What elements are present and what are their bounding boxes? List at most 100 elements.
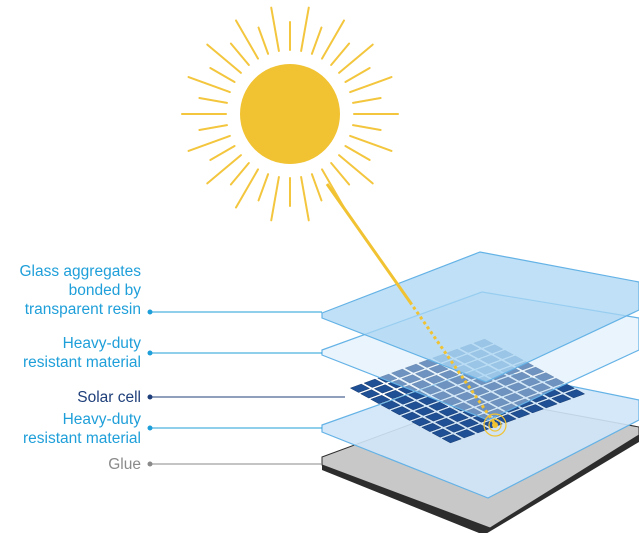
solar-cell [404, 401, 425, 411]
sun-rays [181, 6, 399, 222]
sun-ray [235, 168, 259, 209]
solar-cell [475, 403, 497, 412]
sun-ray [338, 43, 374, 74]
solar-cell [424, 375, 446, 384]
sun-ray [206, 154, 242, 185]
solar-cell [537, 399, 558, 409]
solar-cell [445, 423, 466, 433]
sun-ray [209, 145, 236, 161]
solar-cell [489, 398, 511, 407]
solar-cell [482, 381, 504, 391]
solar-cell [377, 373, 398, 383]
solar-cell [435, 380, 456, 390]
sun-ray [206, 43, 242, 74]
solar-cell [421, 423, 442, 432]
sun-ray [352, 124, 382, 131]
solar-cell [523, 404, 545, 414]
solar-cell [520, 377, 541, 387]
solar-cell [465, 397, 487, 407]
sun-ray [344, 67, 371, 83]
sunbeam-dotted [408, 301, 497, 425]
solar-cell [499, 403, 521, 413]
sun-ray [187, 76, 231, 94]
solar-cell [503, 393, 524, 402]
sun-ray [330, 42, 351, 66]
solar-cell [445, 386, 466, 396]
solar-cell [458, 418, 480, 428]
sun-ray [300, 176, 310, 222]
leader-dot-heavy-duty-lower [147, 425, 153, 431]
sun-ray [257, 26, 270, 55]
leader-dot-glue [147, 461, 153, 467]
sun-ray [209, 67, 236, 83]
sun [240, 64, 340, 164]
solar-cell [387, 379, 408, 389]
glass-layer [321, 251, 639, 383]
solar-cell [530, 383, 552, 392]
sun-ray [270, 6, 280, 52]
sun-ray [198, 124, 228, 131]
solar-cell [510, 371, 531, 381]
solar-cell [496, 414, 517, 424]
solar-cell [359, 389, 381, 399]
leader-dot-solar-cell [147, 394, 153, 400]
solar-cell [448, 413, 469, 422]
sun-ray [229, 162, 250, 186]
solar-cell [551, 394, 572, 404]
solar-cell [564, 389, 586, 399]
label-heavy-duty-lower: Heavy-duty resistant material [22, 411, 141, 447]
sun-ray [235, 19, 259, 60]
solar-cell [380, 400, 401, 410]
solar-cell [527, 393, 548, 403]
solar-cell [496, 376, 518, 386]
solar-cell [373, 384, 395, 394]
leader-dot-heavy-duty-upper [147, 350, 153, 356]
solar-cell [493, 387, 514, 397]
sun-ray [349, 76, 393, 94]
solar-cell [401, 374, 422, 384]
sun-ray [187, 134, 231, 152]
solar-cell [431, 428, 452, 438]
solar-cell [434, 418, 456, 427]
solar-cell [452, 402, 473, 412]
sun-ray [229, 42, 250, 66]
sunbeam-impact-ring-inner [488, 418, 502, 432]
solar-cell [510, 409, 531, 419]
solar-cell [414, 406, 435, 416]
solar-cell [441, 434, 462, 444]
solar-cell [411, 380, 432, 389]
sun-ray [344, 145, 371, 161]
solar-cell [540, 388, 562, 398]
label-solar-cell: Solar cell [77, 389, 141, 406]
solar-cell [469, 386, 490, 396]
solar-cell [517, 388, 538, 397]
sunbeam-impact-point [492, 422, 498, 428]
solar-cell [424, 412, 446, 422]
solar-cell [421, 385, 442, 395]
solar-cell [544, 378, 565, 387]
solar-cell [506, 382, 528, 392]
solar-cell [414, 369, 436, 379]
sunbeam-impact-ring-outer [483, 413, 507, 437]
solar-cell [428, 364, 449, 374]
solar-cell [370, 395, 391, 404]
solar-cell [363, 378, 384, 388]
solar-cell [397, 385, 418, 394]
solar-cell [534, 372, 555, 382]
solar-cell [448, 375, 470, 385]
sunbeam-solid [325, 183, 412, 303]
solar-cell [394, 395, 415, 405]
sun-ray [270, 176, 280, 222]
sun-ray [310, 26, 323, 55]
solar-cell [462, 408, 483, 417]
solar-cell [524, 366, 545, 376]
sun-ray [310, 173, 323, 202]
label-glue: Glue [108, 456, 141, 473]
solar-cell [438, 370, 460, 379]
sun-ray [321, 19, 345, 60]
solar-cell [390, 368, 412, 378]
sun-ray [349, 134, 393, 152]
leader-dot-glass [147, 309, 153, 315]
sun-ray [198, 97, 228, 104]
